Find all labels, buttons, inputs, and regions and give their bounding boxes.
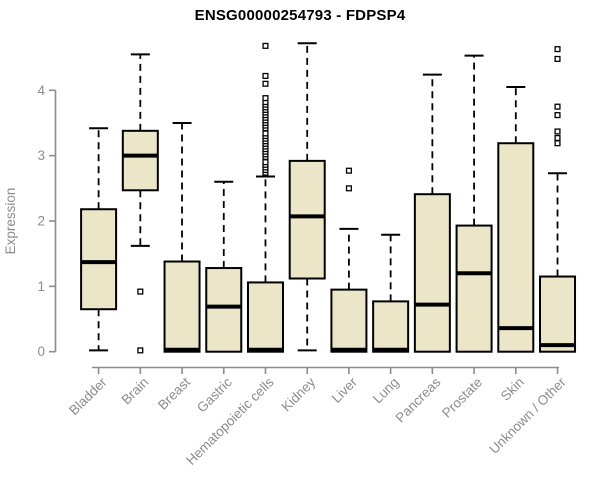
x-tick-label: Gastric: [194, 374, 235, 415]
x-tick-label: Liver: [329, 374, 361, 406]
outlier-point-brain: [137, 288, 144, 295]
outlier-point-unknown-other: [554, 128, 561, 135]
y-tick-label: 2: [37, 214, 45, 229]
outlier-point-unknown-other: [554, 103, 561, 110]
outlier-point-hematopoietic-cells: [262, 42, 269, 49]
outlier-point-unknown-other: [554, 140, 561, 147]
box-skin: [497, 142, 535, 353]
x-tick-label: Skin: [498, 375, 527, 404]
x-tick-label: Lung: [370, 375, 402, 407]
box-bladder: [80, 208, 118, 311]
x-tick-label: Unknown / Other: [486, 374, 569, 457]
box-kidney: [288, 159, 326, 280]
outlier-point-hematopoietic-cells: [262, 159, 269, 166]
x-tick-label: Breast: [155, 374, 193, 412]
outlier-point-liver: [345, 167, 352, 174]
x-tick-label: Kidney: [279, 374, 319, 414]
box-hematopoietic-cells: [246, 281, 284, 353]
outlier-point-hematopoietic-cells: [262, 130, 269, 137]
outlier-point-hematopoietic-cells: [262, 72, 269, 79]
outlier-point-liver: [345, 185, 352, 192]
box-brain: [121, 129, 159, 192]
x-tick-label: Pancreas: [393, 374, 444, 425]
x-tick-label: Prostate: [439, 375, 485, 421]
chart-title: ENSG00000254793 - FDPSP4: [194, 7, 406, 24]
x-tick-label: Brain: [119, 375, 152, 408]
outlier-point-brain: [137, 347, 144, 354]
outlier-point-unknown-other: [554, 134, 561, 142]
outlier-point-unknown-other: [554, 46, 561, 53]
outlier-point-unknown-other: [554, 55, 561, 62]
outlier-point-hematopoietic-cells: [262, 80, 269, 87]
y-tick-label: 1: [37, 279, 45, 294]
y-tick-label: 3: [37, 148, 45, 163]
box-prostate: [455, 224, 493, 353]
y-axis-label: Expression: [3, 188, 18, 255]
box-pancreas: [413, 193, 451, 353]
box-breast: [163, 260, 201, 353]
y-tick-label: 4: [37, 83, 45, 98]
box-unknown-other: [539, 275, 577, 353]
outlier-point-unknown-other: [554, 112, 561, 119]
y-tick-label: 0: [37, 344, 45, 359]
box-liver: [330, 288, 368, 353]
box-lung: [372, 300, 410, 353]
box-gastric: [205, 267, 243, 353]
x-tick-label: Bladder: [66, 374, 110, 418]
outlier-point-hematopoietic-cells: [262, 95, 269, 102]
